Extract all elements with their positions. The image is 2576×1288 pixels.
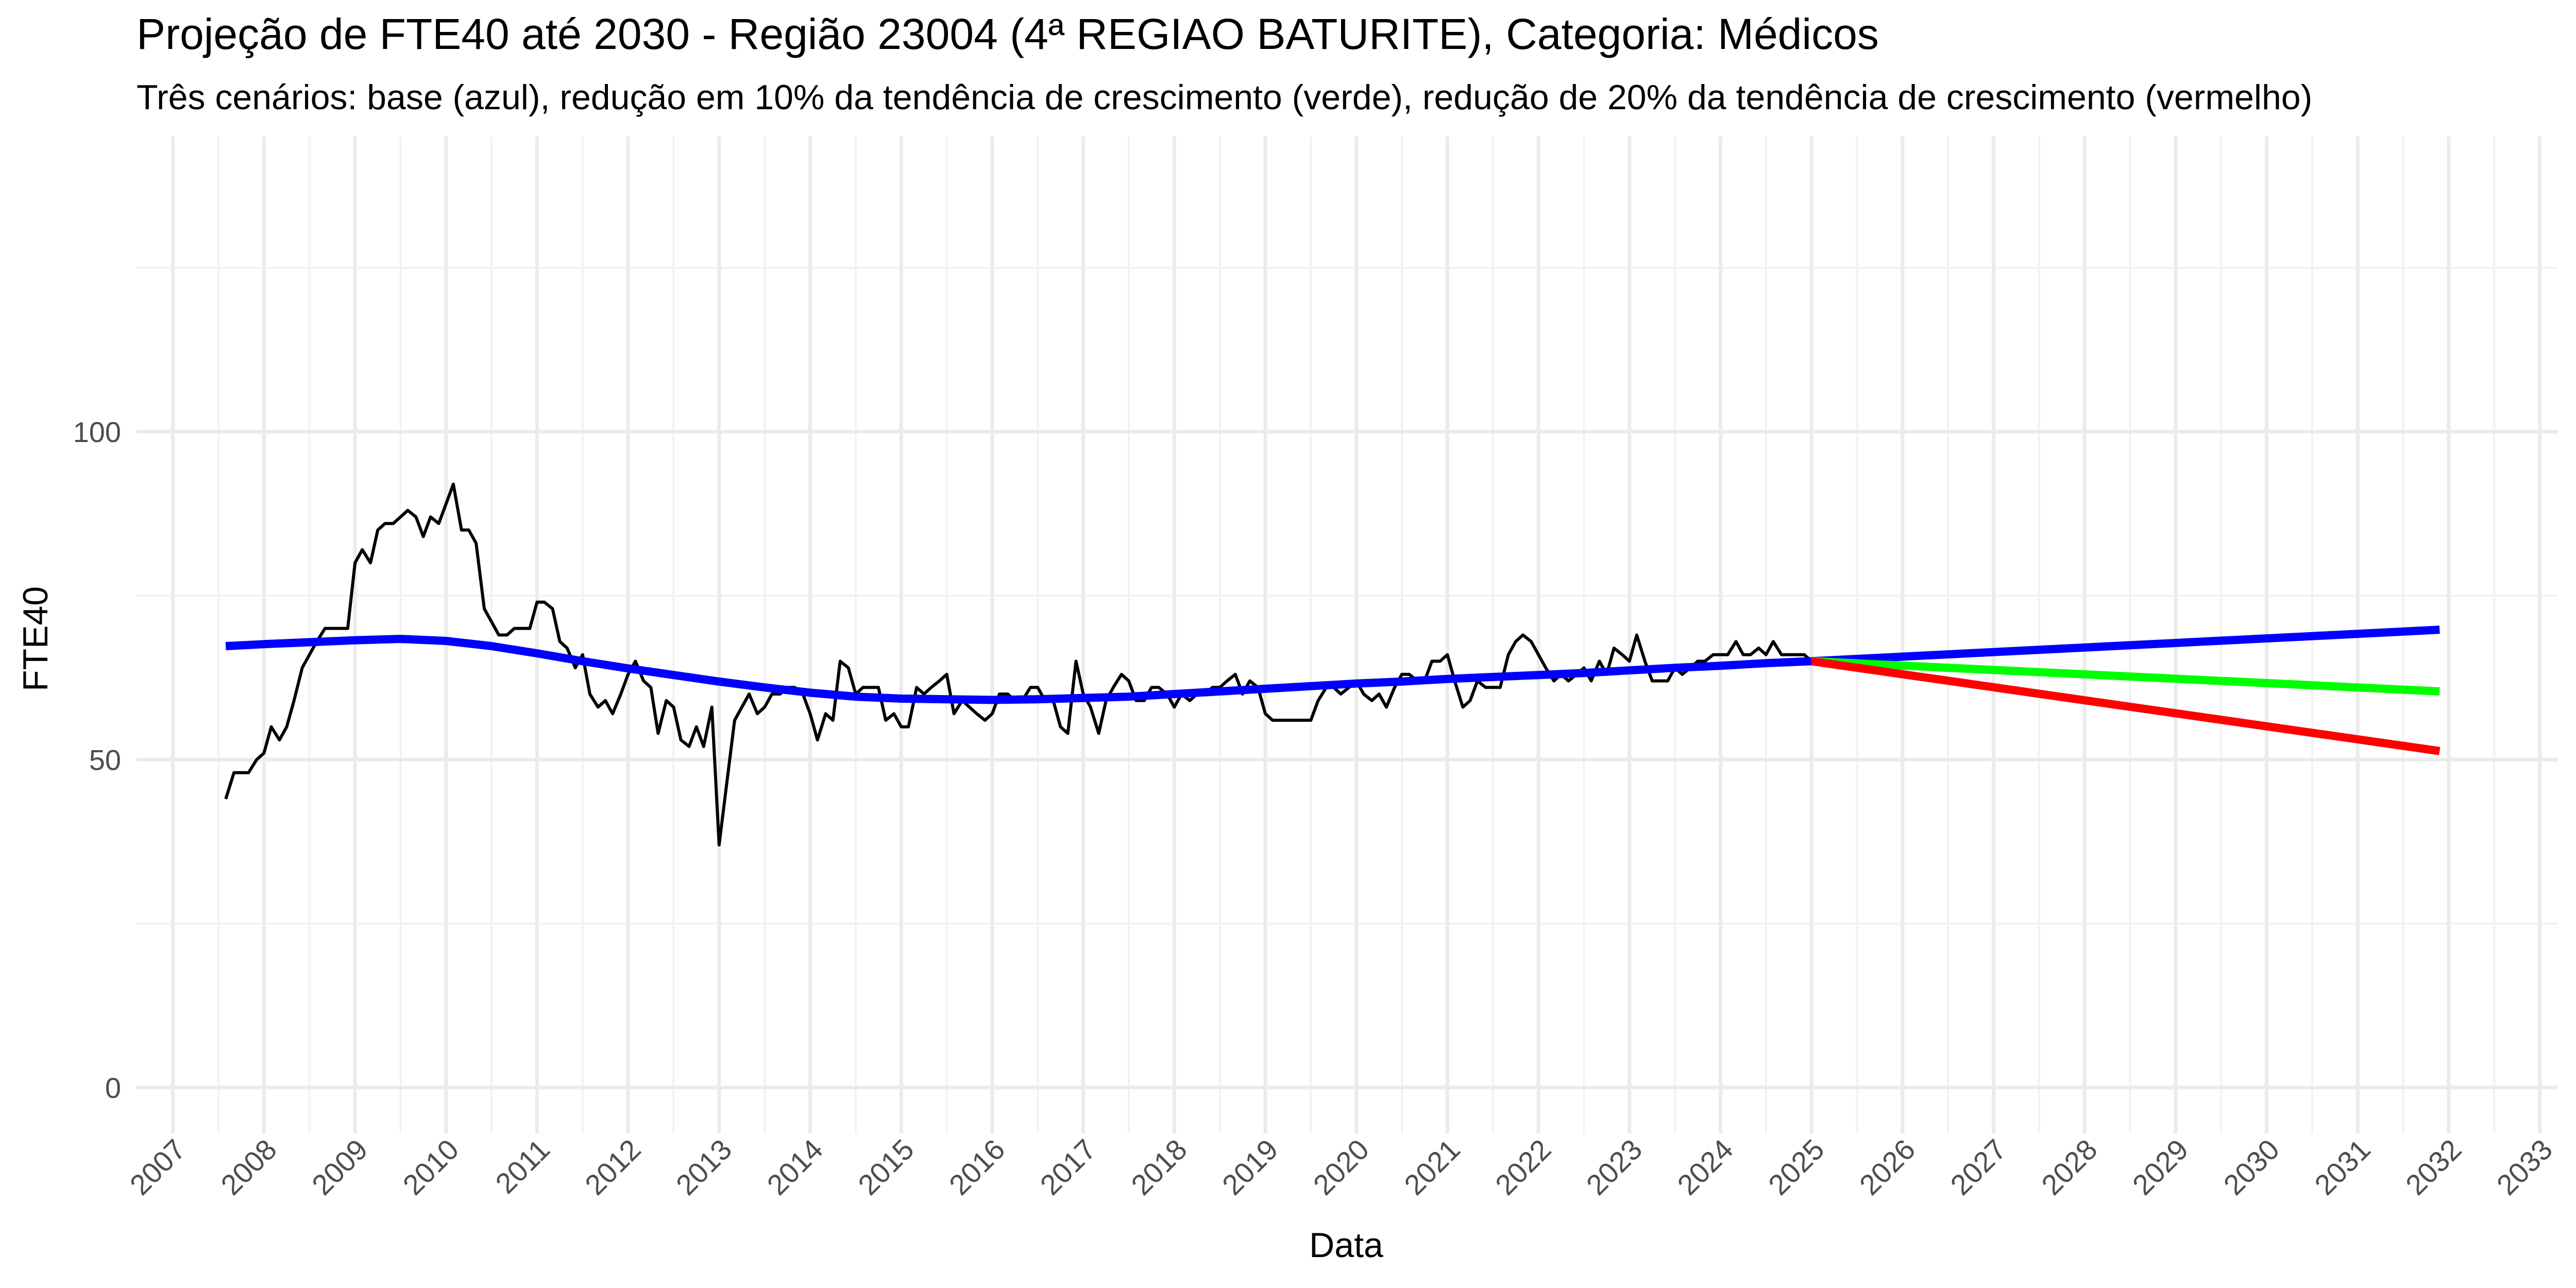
y-tick-label: 50 bbox=[89, 743, 121, 776]
x-tick-label: 2029 bbox=[2126, 1133, 2195, 1201]
x-tick-label: 2025 bbox=[1762, 1133, 1831, 1201]
y-ticks: 0 50 100 bbox=[73, 416, 121, 1104]
chart-subtitle: Três cenários: base (azul), redução em 1… bbox=[137, 78, 2312, 117]
x-tick-label: 2030 bbox=[2217, 1133, 2285, 1201]
x-tick-label: 2024 bbox=[1671, 1133, 1739, 1201]
series-line-3 bbox=[1811, 657, 2440, 696]
x-tick-label: 2026 bbox=[1853, 1133, 1922, 1201]
x-tick-label: 2020 bbox=[1307, 1133, 1376, 1201]
grid bbox=[137, 137, 2558, 1133]
x-tick-label: 2032 bbox=[2399, 1133, 2468, 1201]
x-axis-title: Data bbox=[1309, 1226, 1383, 1265]
x-tick-label: 2033 bbox=[2490, 1133, 2559, 1201]
x-tick-label: 2013 bbox=[670, 1133, 738, 1201]
x-tick-label: 2031 bbox=[2308, 1133, 2377, 1201]
series-line-1 bbox=[225, 635, 1812, 704]
series-line-0 bbox=[224, 482, 1813, 846]
x-tick-label: 2021 bbox=[1398, 1133, 1466, 1201]
x-tick-label: 2014 bbox=[760, 1133, 829, 1201]
x-tick-label: 2015 bbox=[852, 1133, 920, 1201]
y-tick-label: 100 bbox=[73, 416, 121, 448]
series-line-4 bbox=[1810, 657, 2441, 755]
series-line-2 bbox=[1811, 625, 2440, 666]
x-tick-label: 2011 bbox=[489, 1133, 556, 1200]
y-axis-title: FTE40 bbox=[16, 586, 55, 691]
x-tick-label: 2007 bbox=[124, 1133, 192, 1201]
y-tick-label: 0 bbox=[105, 1072, 121, 1104]
x-tick-label: 2009 bbox=[306, 1133, 374, 1201]
x-tick-label: 2012 bbox=[579, 1133, 647, 1201]
x-tick-label: 2022 bbox=[1489, 1133, 1557, 1201]
x-tick-label: 2018 bbox=[1125, 1133, 1193, 1201]
x-tick-label: 2019 bbox=[1216, 1133, 1284, 1201]
x-tick-label: 2028 bbox=[2035, 1133, 2104, 1201]
x-tick-label: 2017 bbox=[1033, 1133, 1102, 1201]
x-tick-label: 2027 bbox=[1944, 1133, 2012, 1201]
x-tick-label: 2010 bbox=[397, 1133, 465, 1201]
x-tick-label: 2016 bbox=[943, 1133, 1011, 1201]
chart-title: Projeção de FTE40 até 2030 - Região 2300… bbox=[137, 10, 1879, 58]
series-layer bbox=[224, 482, 2441, 846]
x-ticks: 2007 2008 2009 2010 2011 2012 2013 2014 2015 2016… bbox=[124, 1133, 2559, 1201]
x-tick-label: 2023 bbox=[1580, 1133, 1649, 1201]
x-tick-label: 2008 bbox=[214, 1133, 283, 1201]
